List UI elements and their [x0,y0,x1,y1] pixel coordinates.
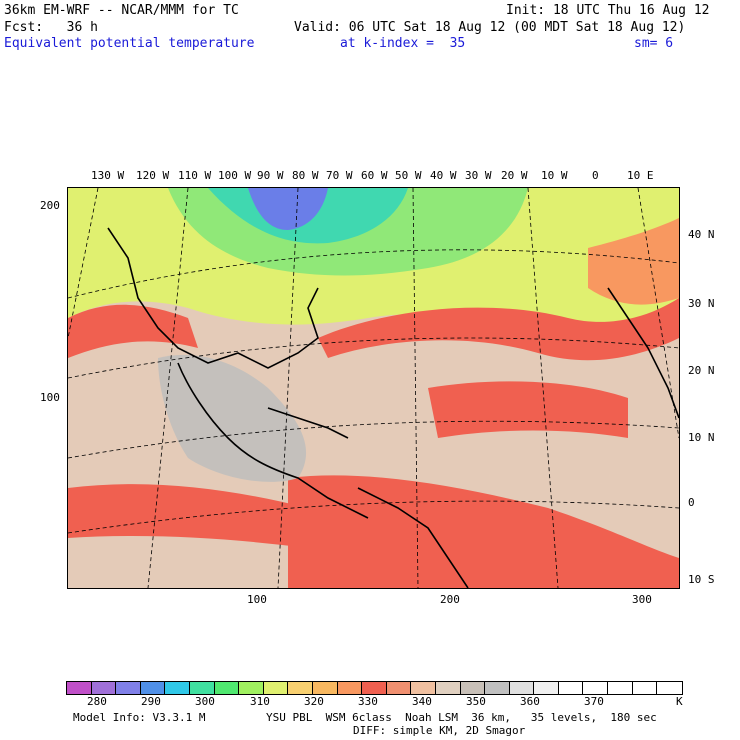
colorbar-swatch [632,682,658,694]
colorbar-swatch [337,682,363,694]
colorbar-label: 350 [466,695,486,708]
colorbar-swatch [386,682,412,694]
field-zone-grey [158,354,307,482]
lon-label: 50 W [395,169,422,182]
colorbar-label: 310 [250,695,270,708]
field-zone-orange-ne [588,218,679,305]
physics-info: YSU PBL WSM 6class Noah LSM 36 km, 35 le… [266,711,657,724]
colorbar-swatch [509,682,535,694]
field-zone-red-nw [68,304,198,358]
lon-label: 110 W [178,169,212,182]
forecast-hour: Fcst: 36 h [4,20,98,35]
colorbar-unit: K [676,695,683,708]
colorbar-label: 320 [304,695,324,708]
model-title: 36km EM-WRF -- NCAR/MMM for TC [4,3,239,18]
field-zone-red-se [288,475,679,588]
grid-x-label: 100 [247,593,267,606]
lon-label: 40 W [430,169,457,182]
field-zone-red-south [68,484,308,548]
map-field-svg [68,188,679,588]
lat-label: 10 S [688,573,715,586]
lon-label: 60 W [361,169,388,182]
grid-y-label: 100 [40,391,60,404]
colorbar-label: 340 [412,695,432,708]
lon-label: 30 W [465,169,492,182]
smoothing-info: sm= 6 [634,36,674,51]
colorbar-swatch [165,682,190,694]
colorbar-swatch [583,682,609,694]
lon-label: 90 W [257,169,284,182]
coastlines [107,227,679,588]
grid-x-label: 300 [632,593,652,606]
model-info: Model Info: V3.3.1 M [73,711,206,724]
lon-label: 20 W [501,169,528,182]
colorbar-label: 370 [584,695,604,708]
lon-label: 70 W [326,169,353,182]
grid-x-label: 200 [440,593,460,606]
valid-time: Valid: 06 UTC Sat 18 Aug 12 (00 MDT Sat … [294,20,686,35]
colorbar-swatch [140,682,166,694]
lon-label: 80 W [292,169,319,182]
colorbar-swatch [263,682,289,694]
colorbar-swatch [67,682,92,694]
lat-label: 30 N [688,297,715,310]
field-name: Equivalent potential temperature [4,36,255,51]
colorbar-swatch [91,682,117,694]
init-time: Init: 18 UTC Thu 16 Aug 12 [506,3,710,18]
colorbar-swatch [214,682,240,694]
lat-label: 40 N [688,228,715,241]
lat-label: 10 N [688,431,715,444]
lon-label: 130 W [91,169,125,182]
lon-label: 0 [592,169,599,182]
colorbar-label: 300 [195,695,215,708]
colorbar-swatch [485,682,510,694]
field-zone-red-band [318,298,679,361]
colorbar-swatch [460,682,486,694]
diffusion-info: DIFF: simple KM, 2D Smagor [353,724,526,737]
lon-label: 100 W [218,169,252,182]
colorbar-swatch [312,682,338,694]
lat-label: 20 N [688,364,715,377]
colorbar-label: 280 [87,695,107,708]
graticule [68,188,679,588]
lat-label: 0 [688,496,695,509]
colorbar-label: 330 [358,695,378,708]
colorbar-label: 360 [520,695,540,708]
lon-label: 120 W [136,169,170,182]
weather-map [67,187,680,589]
colorbar-swatch [608,682,633,694]
colorbar-swatch [558,682,584,694]
field-zone-blue [248,188,328,230]
colorbar-swatch [239,682,264,694]
color-legend [66,681,683,695]
colorbar-swatch [435,682,461,694]
colorbar-label: 290 [141,695,161,708]
field-zone-red-mid [428,381,628,438]
colorbar-swatch [116,682,141,694]
lon-label: 10 E [627,169,654,182]
colorbar-swatch [411,682,436,694]
colorbar-swatch [534,682,559,694]
colorbar-swatch [657,682,682,694]
lon-label: 10 W [541,169,568,182]
colorbar-swatch [288,682,313,694]
grid-y-label: 200 [40,199,60,212]
level-info: at k-index = 35 [340,36,466,51]
colorbar-swatch [362,682,387,694]
colorbar-swatch [189,682,215,694]
